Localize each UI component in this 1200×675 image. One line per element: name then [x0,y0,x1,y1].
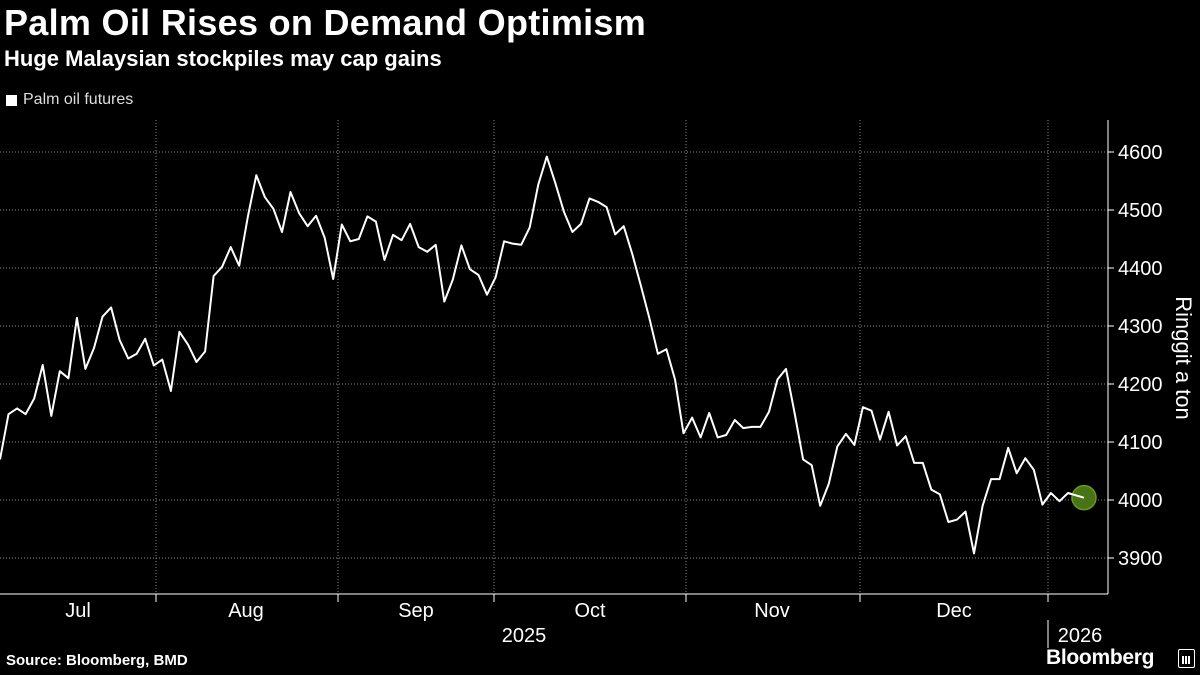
x-year-label: 2025 [502,625,547,647]
palm-oil-futures-line [0,155,1085,555]
legend-swatch [6,94,17,106]
y-tick-label: 4400 [1118,258,1163,280]
bloomberg-logo: Bloomberg [1046,646,1155,669]
gridlines [0,120,1108,594]
legend: Palm oil futures [6,91,133,109]
x-tick-label: Jul [65,600,91,622]
chart-title: Palm Oil Rises on Demand Optimism [4,2,647,43]
y-tick-label: 4000 [1118,490,1163,512]
y-tick-label: 4600 [1118,142,1163,164]
y-tick-label: 4300 [1118,316,1163,338]
x-tick-label: Dec [936,600,972,622]
y-axis-label: Ringgit a ton [1171,296,1196,420]
source-note: Source: Bloomberg, BMD [6,652,188,669]
x-tick-label: Sep [398,600,434,622]
y-tick-label: 4100 [1118,432,1163,454]
x-tick-label: Aug [228,600,264,622]
x-tick-label: 2026 [1058,625,1103,647]
legend-label: Palm oil futures [23,91,134,108]
y-tick-label: 3900 [1118,548,1163,570]
series-layer [0,155,1097,555]
chart-subtitle: Huge Malaysian stockpiles may cap gains [4,46,442,71]
bloomberg-badge-icon [1178,649,1195,668]
x-axis: Jul Aug Sep Oct Nov Dec 2026 2025 [0,593,1108,648]
y-axis: 3900 4000 4100 4200 4300 4400 4500 4600 [1107,120,1163,594]
y-tick-label: 4500 [1118,200,1163,222]
y-tick-label: 4200 [1118,374,1163,396]
last-segment [1067,492,1085,499]
x-tick-label: Nov [754,600,790,622]
x-tick-label: Oct [574,600,606,622]
